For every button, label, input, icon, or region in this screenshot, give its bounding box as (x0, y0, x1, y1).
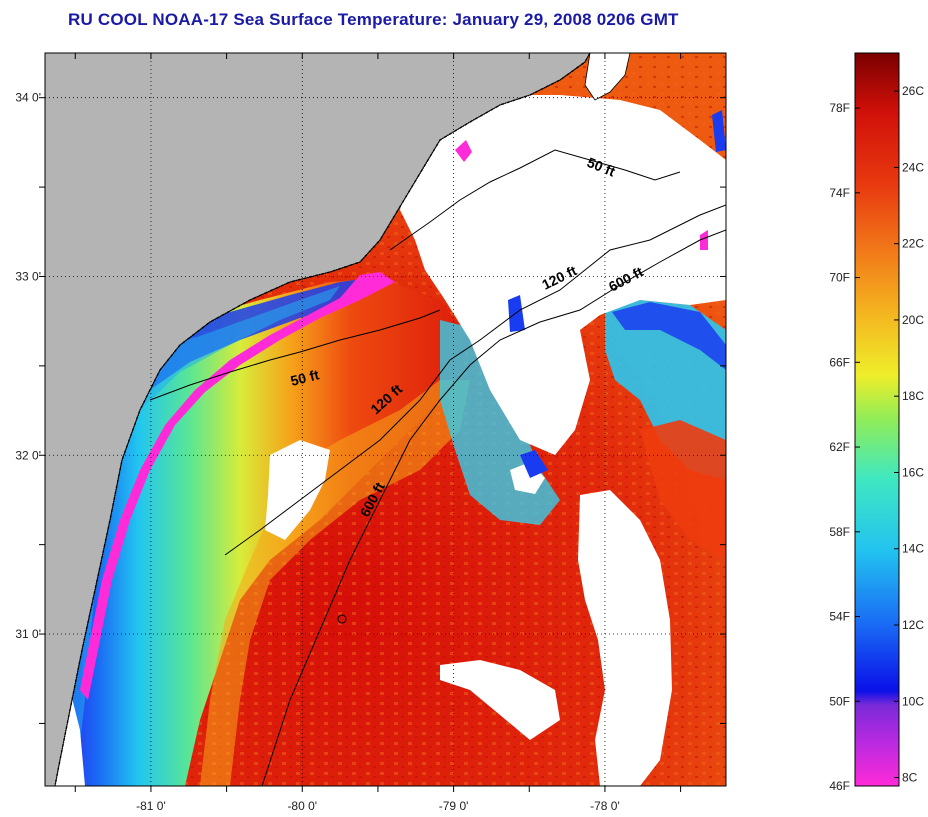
colorbar-c-label: 22C (902, 237, 924, 251)
map-title: RU COOL NOAA-17 Sea Surface Temperature:… (68, 10, 679, 29)
colorbar-f-label: 50F (829, 694, 850, 708)
map-axes: -81 0' -80 0' -79 0' -78 0' 34 0' 33 0' 32 0' 3… (15, 53, 726, 813)
mid-shelf-warm-band (200, 380, 470, 786)
colorbar: 78F 74F 70F 66F 62F 58F 54F 50F 46F 26C 24C 22C 20C 1… (829, 52, 924, 793)
colorbar-c-label: 18C (902, 389, 924, 403)
lon-tick-label: -78 0' (590, 799, 620, 813)
contour-50ft-south (149, 309, 441, 401)
northern-shore (584, 53, 631, 101)
lat-tick-label: 31 0' (15, 627, 41, 641)
colorbar-f-label: 58F (829, 525, 850, 539)
lat-tick-label: 34 0' (15, 91, 41, 105)
colorbar-ticks: 78F 74F 70F 66F 62F 58F 54F 50F 46F 26C 24C 22C 20C 1… (829, 84, 924, 793)
cloud-cover (45, 68, 726, 786)
colorbar-f-label: 46F (829, 779, 850, 793)
colorbar-c-label: 20C (902, 313, 924, 327)
colorbar-f-label: 66F (829, 355, 850, 369)
colorbar-c-label: 8C (902, 771, 918, 785)
colorbar-f-label: 74F (829, 186, 850, 200)
colorbar-c-label: 14C (902, 542, 924, 556)
coldest-coastal-strip (80, 272, 395, 700)
colorbar-f-label: 78F (829, 101, 850, 115)
map-plot-area: 50 ft 50 ft 120 ft 120 ft 600 ft 600 ft (45, 53, 726, 786)
map-frame (44, 52, 727, 787)
lon-tick-label: -79 0' (439, 799, 469, 813)
lat-tick-label: 33 0' (15, 269, 41, 283)
colorbar-c-label: 12C (902, 618, 924, 632)
lat-tick-label: 32 0' (15, 448, 41, 462)
graticule (45, 53, 726, 786)
contour-50ft-north (389, 149, 681, 251)
colorbar-scale (854, 52, 900, 787)
colorbar-f-label: 70F (829, 271, 850, 285)
coastline (54, 53, 591, 786)
colorbar-c-label: 24C (902, 160, 924, 174)
lon-tick-label: -80 0' (287, 799, 317, 813)
colorbar-c-label: 16C (902, 465, 924, 479)
offshore-cold-edge (612, 302, 726, 370)
lon-tick-label: -81 0' (136, 799, 166, 813)
seamount-contour (337, 614, 347, 624)
colorbar-c-label: 10C (902, 694, 924, 708)
colorbar-c-label: 26C (902, 84, 924, 98)
colorbar-f-label: 54F (829, 610, 850, 624)
contour-label-50ft-south: 50 ft (289, 366, 321, 389)
cold-pixel-spots-blue (508, 110, 726, 478)
colorbar-f-label: 62F (829, 440, 850, 454)
contour-600ft (261, 229, 726, 786)
contour-120ft (224, 204, 726, 556)
